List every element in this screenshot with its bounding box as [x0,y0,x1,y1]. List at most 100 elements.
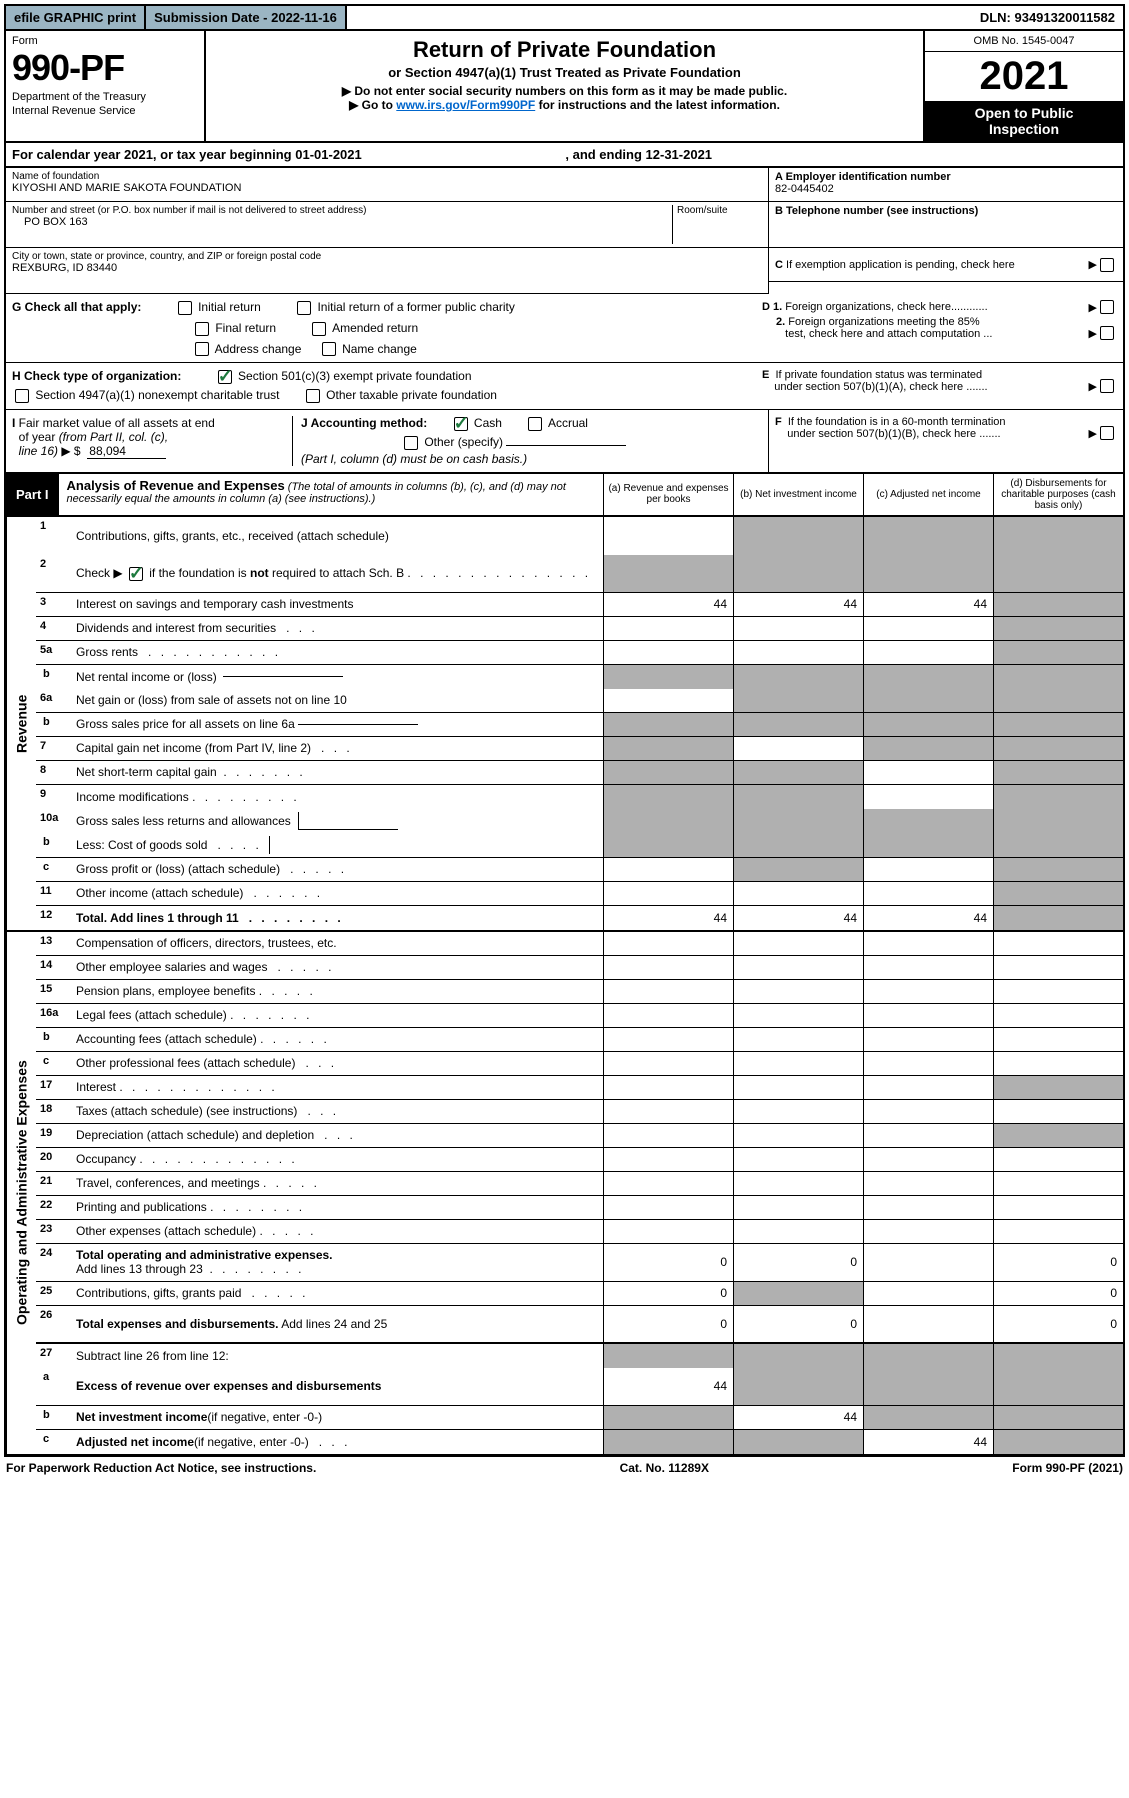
entity-left: Name of foundation KIYOSHI AND MARIE SAK… [6,168,768,294]
cell-b [733,641,863,664]
cell-c [863,665,993,689]
cb-d2[interactable] [1100,326,1114,340]
expenses-rows: 13 Compensation of officers, directors, … [36,932,1123,1454]
line-num: 8 [36,761,72,784]
line-desc: Check ▶ if the foundation is not require… [72,555,603,592]
line-26: 26 Total expenses and disbursements. Add… [36,1306,1123,1344]
j-accrual: Accrual [548,416,588,430]
cell-b [733,1172,863,1195]
line-desc: Compensation of officers, directors, tru… [72,932,603,955]
cell-c [863,713,993,736]
line-num: c [36,858,72,881]
cell-c [863,1100,993,1123]
cell-d [993,641,1123,664]
cb-name-change[interactable] [322,342,336,356]
ij-left: I Fair market value of all assets at end… [6,410,768,472]
line-6a: 6a Net gain or (loss) from sale of asset… [36,689,1123,713]
cb-final-return[interactable] [195,322,209,336]
cell-a [603,1148,733,1171]
line-desc: Contributions, gifts, grants, etc., rece… [72,517,603,555]
cell-b [733,1124,863,1147]
cb-cash[interactable] [454,417,468,431]
ij-f-section: I Fair market value of all assets at end… [4,410,1125,474]
cb-other-taxable[interactable] [306,389,320,403]
cb-d1[interactable] [1100,300,1114,314]
city-label: City or town, state or province, country… [12,251,762,262]
cell-c [863,858,993,881]
dln-label: DLN: [980,10,1015,25]
line-num: 12 [36,906,72,930]
irs-link[interactable]: www.irs.gov/Form990PF [396,98,535,112]
line-8: 8 Net short-term capital gain . . . . . … [36,761,1123,785]
cell-b [733,956,863,979]
cell-a [603,932,733,955]
cb-accrual[interactable] [528,417,542,431]
cell-b [733,1052,863,1075]
cell-d [993,956,1123,979]
pending-checkbox[interactable] [1100,258,1114,272]
cell-c [863,980,993,1003]
cell-a: 44 [603,906,733,930]
revenue-rows: 1 Contributions, gifts, grants, etc., re… [36,517,1123,930]
line-desc: Dividends and interest from securities .… [72,617,603,640]
cell-c [863,1306,993,1342]
form-subtitle: or Section 4947(a)(1) Trust Treated as P… [212,65,917,80]
note2-pre: ▶ Go to [349,98,396,112]
cell-b: 44 [733,593,863,616]
cb-sch-b[interactable] [129,567,143,581]
line-num: b [36,1028,72,1051]
cell-c [863,641,993,664]
cb-initial-return[interactable] [178,301,192,315]
line-desc: Interest on savings and temporary cash i… [72,593,603,616]
cb-amended[interactable] [312,322,326,336]
line-desc: Income modifications . . . . . . . . . [72,785,603,809]
pending-row: C If exemption application is pending, c… [769,248,1123,282]
line-2: 2 Check ▶ if the foundation is not requi… [36,555,1123,593]
cell-d [993,1028,1123,1051]
line-num: 10a [36,809,72,833]
cell-b: 0 [733,1306,863,1342]
header-right: OMB No. 1545-0047 2021 Open to Public In… [923,31,1123,141]
efile-button[interactable]: efile GRAPHIC print [6,6,146,29]
cell-a: 0 [603,1244,733,1281]
g-initial: Initial return [198,300,261,314]
cell-c [863,1004,993,1027]
line-16a: 16a Legal fees (attach schedule) . . . .… [36,1004,1123,1028]
cell-a [603,689,733,712]
header-left: Form 990-PF Department of the Treasury I… [6,31,206,141]
line-num: 1 [36,517,72,555]
cb-4947[interactable] [15,389,29,403]
line-desc: Occupancy . . . . . . . . . . . . . [72,1148,603,1171]
cell-c [863,1052,993,1075]
fmv-value: 88,094 [87,444,166,459]
cell-d [993,761,1123,784]
phone-row: B Telephone number (see instructions) [769,202,1123,248]
cb-501c3[interactable] [218,370,232,384]
cell-c: 44 [863,906,993,930]
line-num: b [36,713,72,736]
line-desc: Pension plans, employee benefits . . . .… [72,980,603,1003]
cell-c [863,1406,993,1429]
line-27a: a Excess of revenue over expenses and di… [36,1368,1123,1406]
cell-a: 0 [603,1306,733,1342]
cell-c [863,833,993,857]
cell-d [993,980,1123,1003]
cell-c [863,737,993,760]
line-6b: b Gross sales price for all assets on li… [36,713,1123,737]
line-desc: Gross rents . . . . . . . . . . . [72,641,603,664]
cell-d [993,906,1123,930]
dln-value: 93491320011582 [1014,10,1115,25]
cell-a [603,517,733,555]
cb-other-method[interactable] [404,436,418,450]
cell-c [863,1344,993,1368]
cb-f[interactable] [1100,426,1114,440]
j-label: J Accounting method: [301,416,427,430]
cb-initial-former[interactable] [297,301,311,315]
line-num: b [36,665,72,689]
cb-e[interactable] [1100,379,1114,393]
cell-b [733,665,863,689]
cb-addr-change[interactable] [195,342,209,356]
cell-c [863,1244,993,1281]
line-desc: Excess of revenue over expenses and disb… [72,1368,603,1405]
j-block: J Accounting method: Cash Accrual Other … [292,416,762,466]
